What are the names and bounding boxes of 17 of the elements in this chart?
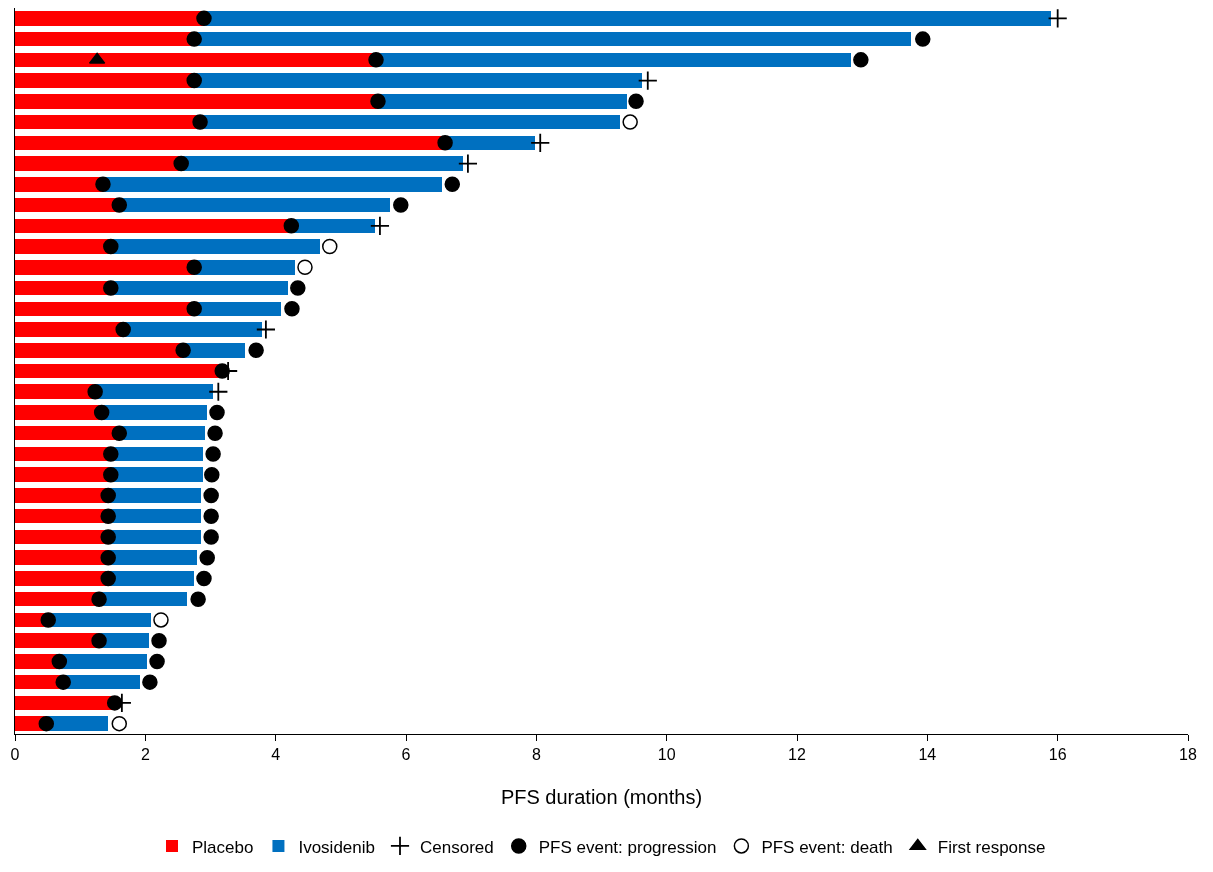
legend-label: Censored (420, 837, 494, 857)
x-tick-label: 10 (657, 746, 676, 764)
legend-label: Placebo (192, 837, 254, 857)
x-tick-label: 16 (1048, 746, 1067, 764)
x-tick-label: 6 (401, 746, 411, 764)
x-tick-label: 18 (1179, 746, 1197, 764)
x-tick-label: 0 (10, 746, 20, 764)
legend-label: PFS event: progression (538, 837, 717, 857)
legend-label: PFS event: death (761, 837, 893, 857)
x-tick-label: 12 (788, 746, 806, 764)
legend-label: First response (937, 837, 1046, 857)
x-tick-label: 14 (918, 746, 937, 764)
x-tick-label: 4 (271, 746, 281, 764)
x-tick-label: 8 (531, 746, 541, 764)
x-tick-label: 2 (140, 746, 150, 764)
x-axis-title: PFS duration (months) (500, 786, 703, 808)
legend-label: Ivosidenib (298, 837, 375, 857)
